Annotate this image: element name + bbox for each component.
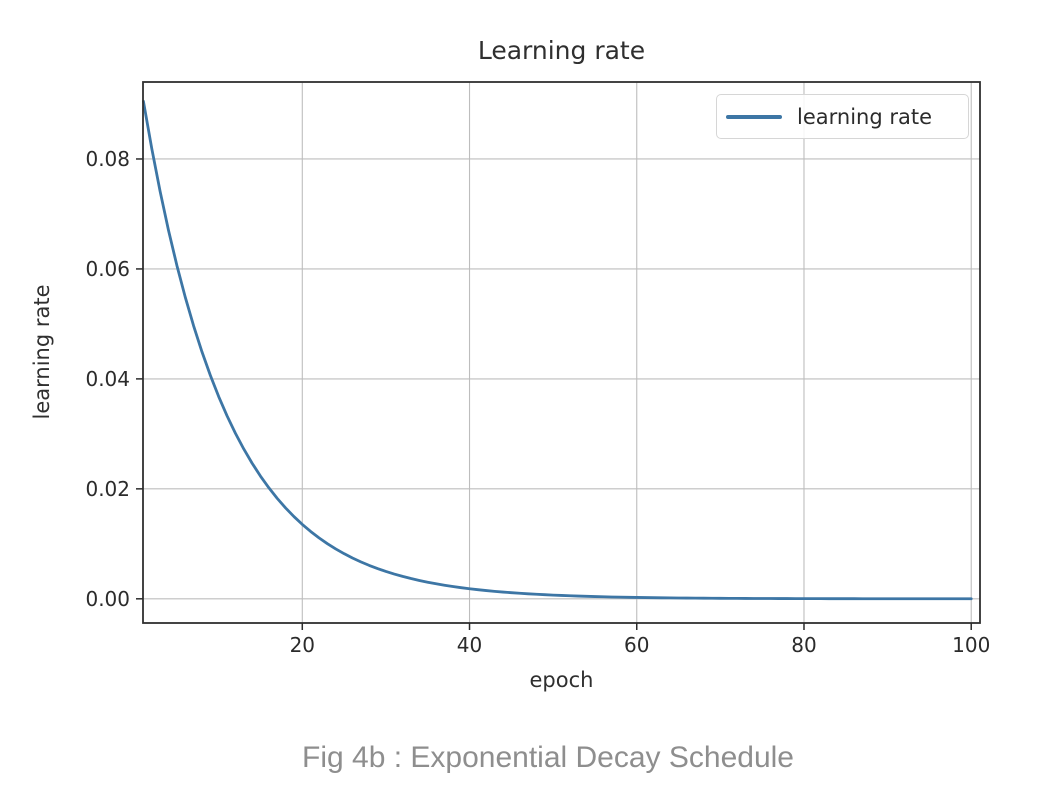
y-tick-label: 0.00 xyxy=(85,587,130,611)
x-tick-label: 100 xyxy=(952,633,990,657)
y-tick-label: 0.04 xyxy=(85,367,130,391)
x-tick-label: 20 xyxy=(290,633,315,657)
plot-border xyxy=(142,81,981,624)
x-tick-label: 60 xyxy=(624,633,649,657)
legend-label: learning rate xyxy=(797,104,933,129)
chart-svg: 20 40 60 80 100 0.00 0.02 0.04 0.06 0.08 xyxy=(85,81,990,657)
x-tick-label: 40 xyxy=(457,633,482,657)
y-tick-label: 0.06 xyxy=(85,257,130,281)
y-tick-label: 0.08 xyxy=(85,147,130,171)
chart-title: Learning rate xyxy=(477,36,646,65)
y-axis-label: learning rate xyxy=(30,284,54,420)
figure-caption: Fig 4b : Exponential Decay Schedule xyxy=(302,741,794,774)
x-tick-label: 80 xyxy=(791,633,816,657)
learning-rate-curve xyxy=(142,99,973,601)
x-axis-label: epoch xyxy=(529,668,594,692)
legend-line-swatch xyxy=(726,114,782,119)
legend: learning rate xyxy=(716,94,969,139)
y-tick-label: 0.02 xyxy=(85,477,130,501)
